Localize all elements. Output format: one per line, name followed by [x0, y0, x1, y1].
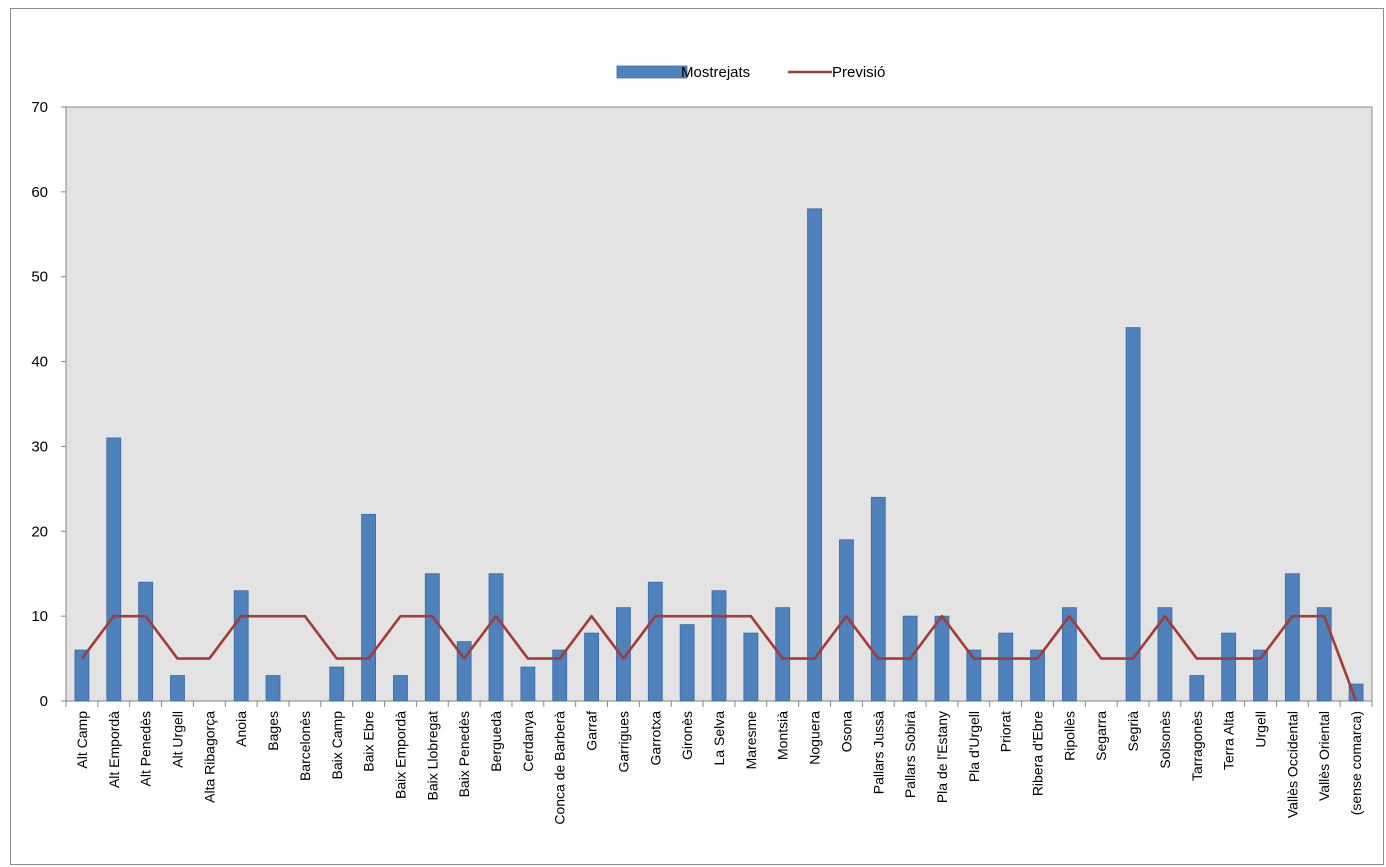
x-tick-label: Urgell — [1253, 711, 1269, 748]
bar — [138, 581, 154, 702]
y-tick-label: 30 — [31, 438, 48, 455]
bar — [966, 649, 982, 702]
bar — [1157, 607, 1173, 702]
x-tick-label: Alt Empordà — [106, 711, 122, 788]
x-tick-label: Garrigues — [615, 711, 631, 772]
x-tick-label: Vallès Occidental — [1284, 711, 1300, 818]
bar — [456, 641, 472, 702]
bar — [1221, 632, 1237, 702]
bar — [807, 208, 822, 702]
x-tick-label: Segarra — [1093, 711, 1109, 761]
bar — [488, 573, 504, 702]
x-tick-label: Maresme — [743, 711, 759, 770]
bar — [520, 666, 536, 702]
x-tick-label: Vallès Oriental — [1316, 711, 1332, 801]
bar — [584, 632, 599, 702]
bar — [74, 649, 90, 702]
y-tick-label: 10 — [31, 608, 48, 625]
x-tick-label: Solsonès — [1157, 711, 1173, 769]
bar — [1030, 649, 1045, 702]
bar — [361, 513, 377, 702]
legend-swatch-bar — [616, 65, 688, 79]
x-tick-label: (sense comarca) — [1348, 711, 1364, 815]
bar — [743, 632, 759, 702]
bar — [424, 573, 440, 702]
x-tick-label: Pla d'Urgell — [966, 711, 982, 782]
bar — [1061, 607, 1077, 702]
bar — [998, 632, 1014, 702]
bar — [1316, 607, 1332, 702]
bar — [393, 675, 408, 702]
y-tick-label: 40 — [31, 354, 48, 371]
x-tick-label: Bages — [265, 711, 281, 751]
x-tick-label: Osona — [838, 711, 854, 752]
x-tick-label: Segrià — [1125, 711, 1141, 752]
x-tick-label: Berguedà — [488, 711, 504, 772]
bar — [775, 607, 791, 702]
bar — [265, 675, 281, 702]
x-tick-label: Baix Ebre — [361, 711, 377, 772]
x-tick-label: Ribera d'Ebre — [1030, 711, 1046, 796]
x-tick-label: Baix Llobregat — [424, 711, 440, 801]
legend-label-bar: Mostrejats — [681, 64, 750, 81]
x-tick-label: Baix Empordà — [392, 711, 408, 799]
x-tick-label: Alta Ribagorça — [201, 711, 217, 803]
bar — [679, 624, 695, 702]
y-tick-label: 20 — [31, 523, 48, 540]
x-tick-label: Terra Alta — [1221, 711, 1237, 770]
bar — [647, 581, 663, 702]
series-line-previsio — [80, 614, 1358, 702]
bar — [106, 437, 122, 702]
bar — [616, 607, 631, 702]
x-tick-label: Alt Camp — [74, 711, 90, 769]
bar — [934, 615, 950, 702]
y-tick-label: 70 — [31, 99, 48, 116]
legend-label-line: Previsió — [832, 64, 885, 81]
bar — [1189, 675, 1205, 702]
x-tick-label: Alt Urgell — [169, 711, 185, 768]
x-tick-label: Garraf — [584, 711, 600, 751]
y-tick-label: 50 — [31, 269, 48, 286]
bar — [1284, 573, 1300, 702]
bar — [552, 649, 568, 702]
x-tick-label: Conca de Barberà — [552, 711, 568, 825]
bar — [1125, 327, 1141, 702]
bar — [329, 666, 345, 702]
x-tick-label: Pallars Jussà — [870, 711, 886, 794]
x-tick-label: Alt Penedès — [138, 711, 154, 787]
bar — [170, 675, 185, 702]
x-tick-label: Tarragonès — [1189, 711, 1205, 781]
x-tick-label: Garrotxa — [647, 711, 663, 766]
x-tick-label: Barcelonès — [297, 711, 313, 781]
y-tick-label: 60 — [31, 184, 48, 201]
x-tick-label: Ripollès — [1061, 711, 1077, 761]
x-tick-label: Montsià — [775, 711, 791, 760]
x-tick-label: Baix Penedès — [456, 711, 472, 797]
bar — [1253, 649, 1268, 702]
x-tick-label: Pla de l'Estany — [934, 711, 950, 803]
x-tick-label: Cerdanya — [520, 711, 536, 772]
x-tick-label: La Selva — [711, 711, 727, 766]
x-tick-label: Anoia — [233, 711, 249, 747]
bar — [233, 590, 249, 702]
y-tick-label: 0 — [40, 693, 48, 710]
x-tick-label: Pallars Sobirà — [902, 711, 918, 798]
x-tick-label: Noguera — [807, 711, 823, 765]
x-tick-label: Baix Camp — [329, 711, 345, 780]
x-tick-label: Priorat — [998, 711, 1014, 752]
bar — [870, 496, 886, 702]
x-tick-label: Gironès — [679, 711, 695, 760]
bar — [839, 539, 854, 702]
bar — [711, 590, 727, 702]
